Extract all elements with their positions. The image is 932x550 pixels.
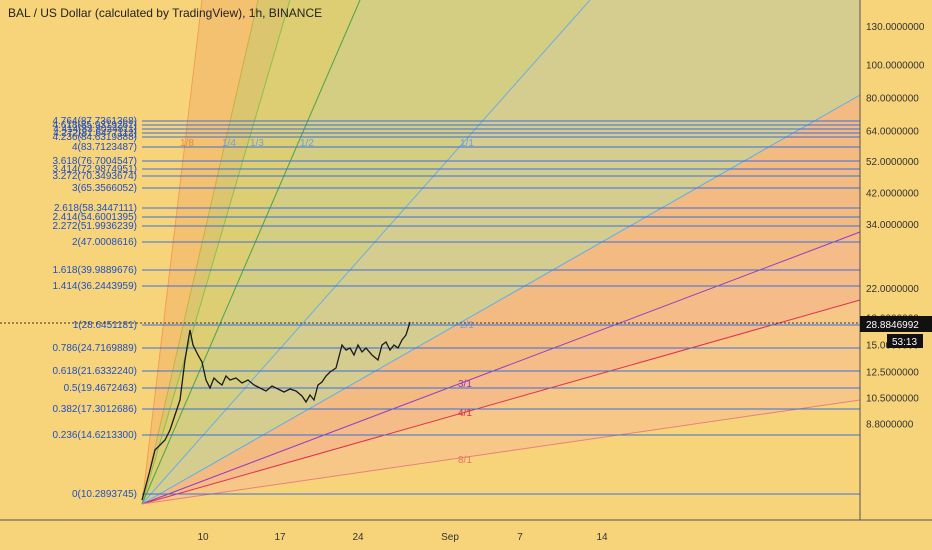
fib-label-3: 4.272(81.6477112) xyxy=(53,128,137,139)
fib-label-20: 0.382(17.3012686) xyxy=(52,404,137,415)
price-tick-3: 100.0000000 xyxy=(866,61,925,72)
price-tick-4: 80.0000000 xyxy=(866,94,919,105)
fib-label-18: 0.618(21.6332240) xyxy=(52,366,137,377)
price-series xyxy=(141,321,411,501)
current-price-value: 28.8846992 xyxy=(866,320,919,331)
fan-label-1: 1/4 xyxy=(222,138,236,149)
fib-label-16: 1(28.6451181) xyxy=(73,320,137,331)
price-tick-2: 130.0000000 xyxy=(866,22,925,33)
fan-label-3: 1/2 xyxy=(300,138,314,149)
price-axis-bg xyxy=(860,0,932,520)
fib-label-0: 4.764(87.7361368) xyxy=(52,116,137,127)
time-tick-3: Sep xyxy=(441,532,459,543)
time-tick-2: 24 xyxy=(352,532,364,543)
fib-label-19: 0.5(19.4672463) xyxy=(64,383,137,394)
fib-label-13: 2(47.0008616) xyxy=(72,237,137,248)
fan-line-5 xyxy=(141,94,861,505)
fan-line-0 xyxy=(141,0,203,505)
price-tick-7: 42.0000000 xyxy=(866,189,919,200)
fan-fill-3 xyxy=(142,0,860,504)
fan-label-0: 1/8 xyxy=(180,138,194,149)
time-tick-0: 10 xyxy=(197,532,209,543)
fan-line-6 xyxy=(141,231,861,505)
fib-label-15: 1.414(36.2443959) xyxy=(52,281,137,292)
price-tick-9: 22.0000000 xyxy=(866,284,919,295)
fib-label-2: 4.414(83.8024811) xyxy=(53,124,137,135)
fib-label-1: 4.618(85.9319261) xyxy=(52,120,137,131)
fan-label-8: 8/1 xyxy=(458,455,472,466)
fib-label-4: 4.236(84.6319888) xyxy=(52,132,137,143)
fan-label-4: 1/1 xyxy=(460,138,474,149)
fib-label-17: 0.786(24.7169889) xyxy=(52,343,137,354)
fib-label-9: 3(65.3566052) xyxy=(72,183,137,194)
fan-line-1 xyxy=(141,0,259,505)
fan-label-2: 1/3 xyxy=(250,138,264,149)
price-tick-8: 34.0000000 xyxy=(866,220,919,231)
price-tick-14: 8.8000000 xyxy=(866,419,914,430)
price-tick-13: 10.5000000 xyxy=(866,393,919,404)
time-tick-4: 7 xyxy=(517,532,523,543)
fib-label-5: 4(83.7123487) xyxy=(72,142,137,153)
time-axis-bg xyxy=(0,520,932,550)
price-tick-1: 160.0000000 xyxy=(866,0,925,2)
fan-label-6: 3/1 xyxy=(458,379,472,390)
chart-title: BAL / US Dollar (calculated by TradingVi… xyxy=(8,6,323,20)
fib-label-21: 0.236(14.6213300) xyxy=(52,430,137,441)
countdown-badge xyxy=(887,334,923,348)
fan-line-8 xyxy=(141,399,861,505)
countdown-value: 53:13 xyxy=(892,337,917,348)
fib-label-14: 1.618(39.9889676) xyxy=(52,265,137,276)
fib-label-22: 0(10.2893745) xyxy=(72,489,137,500)
fan-line-4 xyxy=(141,0,591,505)
current-price-badge xyxy=(860,316,932,332)
fan-line-2 xyxy=(141,0,291,505)
fib-label-11: 2.414(54.6001395) xyxy=(52,212,137,223)
fib-label-10: 2.618(58.3447111) xyxy=(54,203,137,214)
price-tick-12: 12.5000000 xyxy=(866,368,919,379)
time-tick-1: 17 xyxy=(274,532,286,543)
fan-line-3 xyxy=(141,0,361,505)
time-tick-5: 14 xyxy=(596,532,608,543)
price-tick-6: 52.0000000 xyxy=(866,157,919,168)
fib-label-8: 3.272(70.3493674) xyxy=(52,171,137,182)
fan-label-7: 4/1 xyxy=(458,408,472,419)
fib-label-6: 3.618(76.7004547) xyxy=(52,156,137,167)
fib-label-7: 3.414(72.9874951) xyxy=(52,164,137,175)
price-tick-5: 64.0000000 xyxy=(866,126,919,137)
fib-label-12: 2.272(51.9936239) xyxy=(52,221,137,232)
fan-line-7 xyxy=(141,299,861,505)
